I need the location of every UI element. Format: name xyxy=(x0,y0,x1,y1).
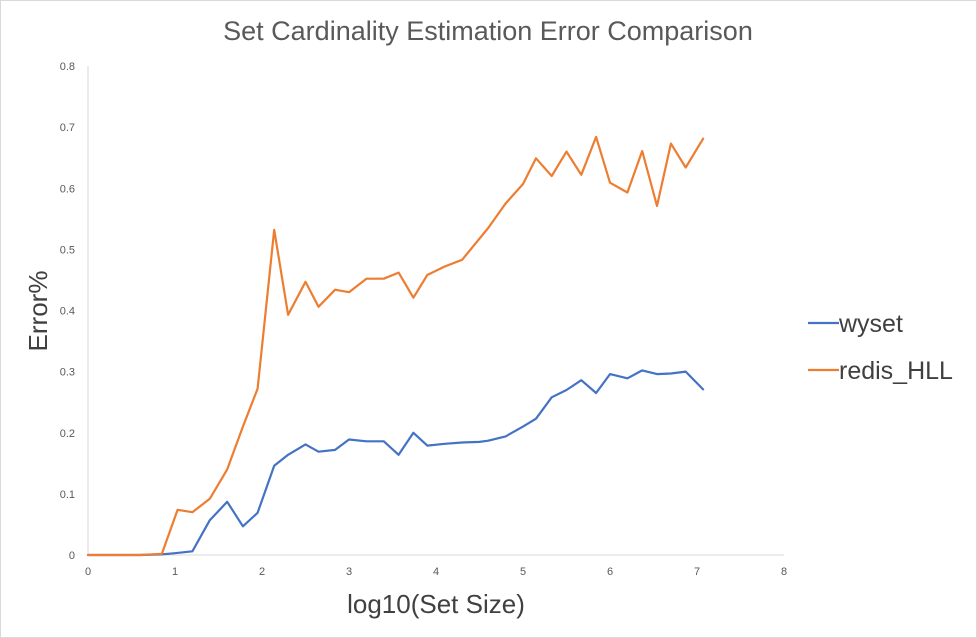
x-tick-label: 6 xyxy=(607,566,613,578)
y-tick-label: 0.7 xyxy=(60,122,75,134)
x-tick-label: 5 xyxy=(520,566,526,578)
series-line-redis-hll xyxy=(86,135,705,557)
x-tick-label: 2 xyxy=(259,566,265,578)
x-axis-title: log10(Set Size) xyxy=(347,589,525,619)
y-tick-label: 0.5 xyxy=(60,244,75,256)
series-lines xyxy=(86,135,705,557)
x-tick-label: 4 xyxy=(433,566,439,578)
x-tick-label: 0 xyxy=(85,566,91,578)
x-tick-label: 1 xyxy=(172,566,178,578)
x-tick-label: 7 xyxy=(694,566,700,578)
y-tick-label: 0.4 xyxy=(60,306,75,318)
legend-label-wyset: wyset xyxy=(838,310,903,338)
legend-label-redis-hll: redis_HLL xyxy=(839,357,953,385)
y-tick-label: 0.1 xyxy=(60,489,75,501)
y-tick-label: 0.2 xyxy=(60,428,75,440)
y-tick-label: 0.8 xyxy=(60,61,75,73)
series-line-wyset xyxy=(86,369,705,557)
y-tick-label: 0.6 xyxy=(60,183,75,195)
chart-title: Set Cardinality Estimation Error Compari… xyxy=(223,16,753,46)
x-tick-labels: 0 1 2 3 4 5 6 7 8 xyxy=(85,566,787,578)
axes xyxy=(87,66,784,556)
y-tick-label: 0.3 xyxy=(60,367,75,379)
y-tick-labels: 0 0.1 0.2 0.3 0.4 0.5 0.6 0.7 0.8 xyxy=(60,61,75,562)
legend: wyset redis_HLL xyxy=(808,310,953,385)
y-axis-title: Error% xyxy=(23,271,53,352)
x-tick-label: 8 xyxy=(781,566,787,578)
y-tick-label: 0 xyxy=(69,550,75,562)
x-tick-label: 3 xyxy=(346,566,352,578)
